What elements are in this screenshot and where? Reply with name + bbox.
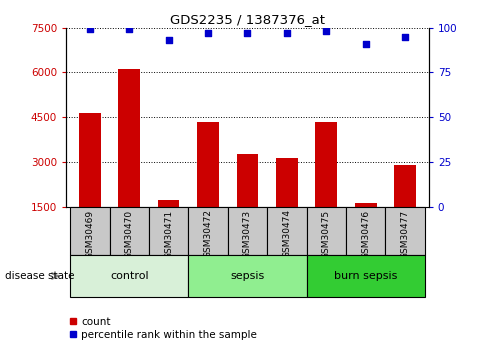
Text: GSM30476: GSM30476	[361, 209, 370, 258]
Point	[401, 34, 409, 39]
Bar	[158, 199, 179, 207]
Bar	[188, 207, 228, 255]
Text: GSM30473: GSM30473	[243, 209, 252, 258]
Bar	[394, 165, 416, 207]
Bar	[79, 113, 100, 207]
Text: GSM30475: GSM30475	[322, 209, 331, 258]
Bar	[386, 207, 425, 255]
Bar	[355, 204, 376, 207]
Point	[362, 41, 369, 47]
Point	[165, 37, 172, 43]
Text: disease state: disease state	[5, 271, 74, 281]
Text: burn sepsis: burn sepsis	[334, 271, 397, 281]
Bar	[188, 255, 307, 297]
Point	[283, 30, 291, 36]
Point	[322, 28, 330, 34]
Bar	[276, 158, 298, 207]
Point	[244, 30, 251, 36]
Point	[86, 27, 94, 32]
Bar	[119, 69, 140, 207]
Text: GSM30469: GSM30469	[85, 209, 94, 258]
Text: control: control	[110, 271, 148, 281]
Bar	[316, 122, 337, 207]
Text: GSM30474: GSM30474	[282, 209, 292, 258]
Bar	[228, 207, 267, 255]
Point	[125, 27, 133, 32]
Bar	[307, 207, 346, 255]
Bar	[197, 122, 219, 207]
Bar	[346, 207, 386, 255]
Text: GSM30471: GSM30471	[164, 209, 173, 258]
Bar	[149, 207, 188, 255]
Text: GSM30477: GSM30477	[401, 209, 410, 258]
Bar	[267, 207, 307, 255]
Bar	[237, 154, 258, 207]
Bar	[70, 255, 188, 297]
Bar	[70, 207, 109, 255]
Text: GSM30472: GSM30472	[203, 209, 213, 258]
Text: sepsis: sepsis	[230, 271, 265, 281]
Text: GSM30470: GSM30470	[125, 209, 134, 258]
Point	[204, 30, 212, 36]
Title: GDS2235 / 1387376_at: GDS2235 / 1387376_at	[170, 13, 325, 27]
Bar	[109, 207, 149, 255]
Legend: count, percentile rank within the sample: count, percentile rank within the sample	[69, 317, 257, 340]
Bar	[307, 255, 425, 297]
